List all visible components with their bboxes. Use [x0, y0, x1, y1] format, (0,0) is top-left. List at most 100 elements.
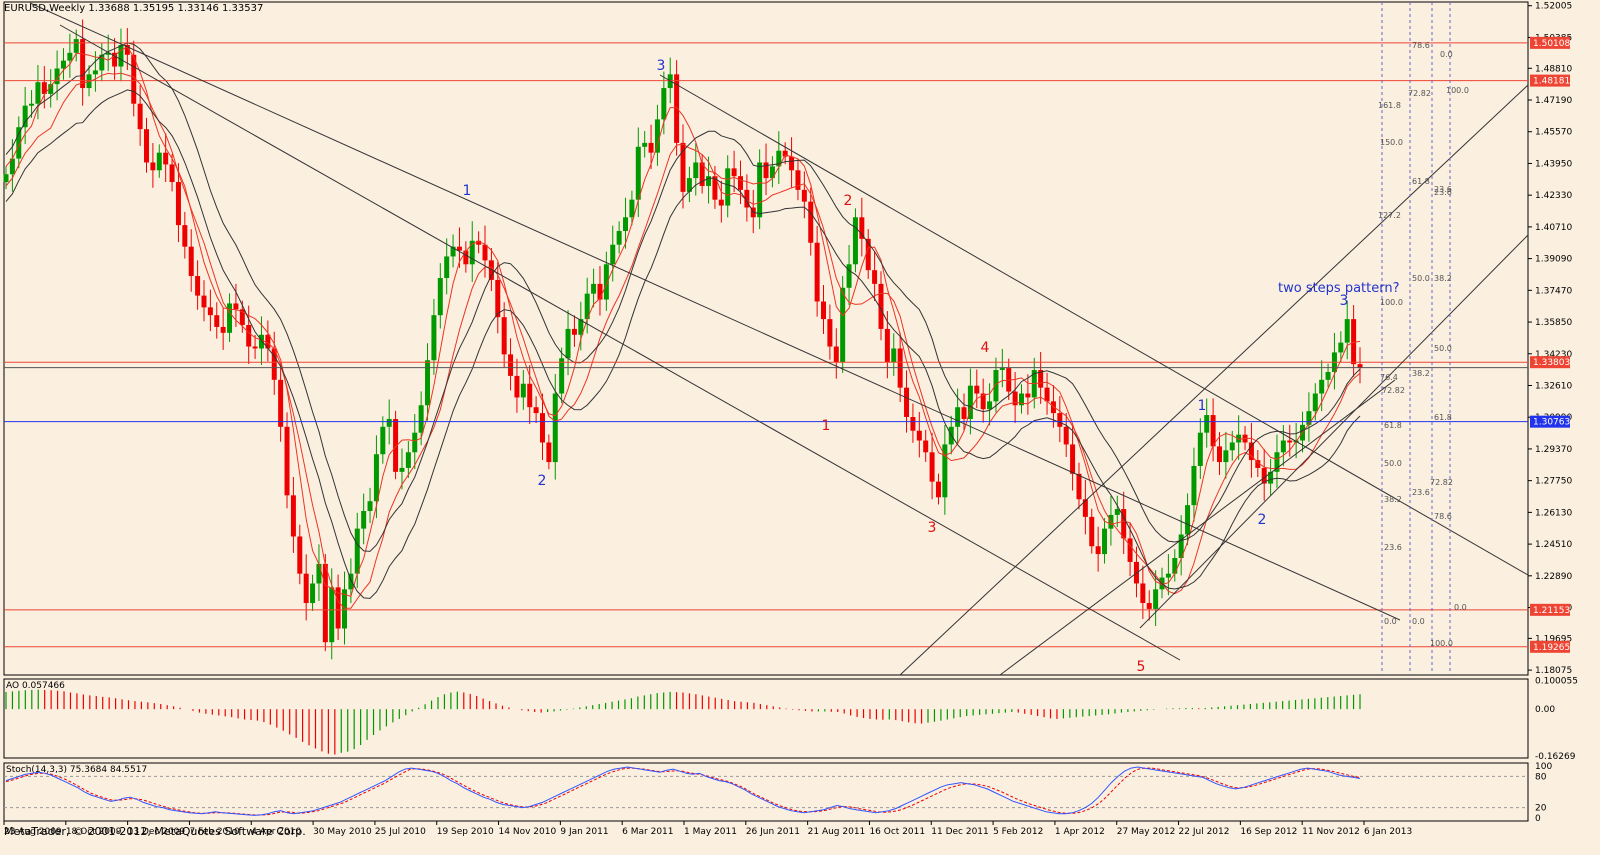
level-price-box	[1530, 356, 1570, 369]
ao-pane: AO 0.057466 0.100055 0.00 -0.16269	[3, 676, 1578, 762]
candle-bear	[680, 142, 686, 192]
fib-level-label: 0.0	[1412, 617, 1425, 626]
stoch-y-tick-label: 80	[1535, 772, 1547, 782]
candle-bull	[1197, 432, 1203, 466]
candle-bull	[520, 383, 526, 398]
candle-bull	[584, 293, 590, 320]
candle-bull	[955, 407, 961, 427]
candle-bull	[1102, 528, 1108, 555]
x-tick-label: 5 Feb 2012	[993, 827, 1043, 837]
candle-bull	[418, 405, 424, 433]
ao-pane-border	[3, 678, 1529, 759]
candle-bull	[316, 563, 322, 584]
wave-label: 3	[657, 58, 666, 74]
candle-bear	[827, 319, 833, 347]
fib-level-label: 161.8	[1378, 101, 1401, 110]
candle-bear	[456, 246, 462, 251]
candle-bear	[865, 238, 871, 271]
candle-bear	[463, 250, 469, 265]
trend-line	[899, 84, 1529, 676]
copyright-text: MetaTrader, © 2001-2012, MetaQuotes Soft…	[4, 825, 306, 838]
candle-bull	[1178, 534, 1184, 559]
candle-bear	[974, 385, 980, 394]
stoch-signal-line	[5, 767, 1361, 816]
wave-label: 3	[1340, 293, 1349, 309]
candle-bull	[1172, 558, 1178, 574]
candle-bear	[322, 563, 328, 643]
wave-label: 1	[822, 418, 831, 434]
candle-bear	[1025, 393, 1031, 398]
fib-level-label: 150.0	[1380, 138, 1403, 147]
candle-bear	[884, 328, 890, 363]
x-tick-label: 30 May 2010	[313, 827, 372, 837]
candle-bear	[271, 348, 277, 380]
ma-black-lower	[5, 89, 1361, 599]
candle-bull	[725, 168, 731, 206]
y-tick-label: 1.43950	[1535, 159, 1572, 169]
stoch-pane-border	[3, 762, 1529, 822]
y-tick-label: 1.29370	[1535, 445, 1572, 455]
candle-bull	[405, 452, 411, 468]
candle-bull	[693, 162, 699, 179]
wave-label: 2	[844, 193, 853, 209]
x-tick-label: 14 Nov 2010	[499, 827, 557, 837]
trend-line	[659, 74, 1529, 576]
candle-bear	[278, 379, 284, 427]
candle-bear	[195, 276, 201, 296]
candle-bull	[623, 217, 629, 232]
x-tick-label: 19 Sep 2010	[437, 827, 494, 837]
candle-bull	[852, 217, 858, 265]
x-tick-label: 7 Feb 2010	[189, 827, 240, 837]
candle-bear	[699, 162, 705, 186]
ma-red-upper	[5, 46, 1361, 598]
stoch-title: Stoch(14,3,3) 75.3684 84.5517	[6, 765, 147, 775]
candle-bull	[840, 287, 846, 363]
candle-bull	[9, 158, 15, 175]
candle-bull	[1344, 319, 1350, 343]
y-tick-label: 1.35850	[1535, 318, 1572, 328]
candle-bull	[310, 583, 316, 604]
candle-bear	[514, 375, 520, 398]
ma-black-upper	[5, 42, 1361, 552]
candle-bear	[1044, 387, 1050, 402]
candle-bear	[878, 283, 884, 329]
y-tick-label: 1.22890	[1535, 572, 1572, 582]
candle-bear	[1255, 460, 1261, 468]
fib-level-label: 61.8	[1384, 421, 1402, 430]
wave-label: 1	[463, 183, 472, 199]
candle-bear	[1038, 370, 1044, 388]
x-tick-label: 21 Aug 2011	[808, 827, 866, 837]
candle-bear	[201, 295, 207, 308]
x-tick-label: 6 Mar 2011	[622, 827, 673, 837]
level-price-label: 1.19265	[1533, 643, 1570, 653]
candle-bear	[527, 383, 533, 408]
candle-bear	[1248, 442, 1254, 461]
candle-bull	[603, 264, 609, 300]
candle-bear	[763, 162, 769, 179]
fib-level-label: 78.6	[1434, 512, 1452, 521]
candle-bull	[1019, 393, 1024, 406]
x-tick-label: 27 May 2012	[1117, 827, 1176, 837]
fib-level-label: 100.0	[1446, 86, 1469, 95]
level-price-label: 1.30763	[1533, 418, 1570, 428]
candle-bear	[718, 199, 724, 206]
wave-label: 4	[981, 340, 990, 356]
candle-bull	[450, 246, 456, 257]
x-tick-label: 1 May 2011	[684, 827, 737, 837]
fib-level-label: 23.6	[1434, 185, 1452, 194]
x-tick-label: 16 Oct 2011	[869, 827, 925, 837]
candle-bear	[1287, 440, 1293, 443]
fib-level-label: 50.0	[1384, 459, 1402, 468]
candle-bull	[227, 303, 233, 333]
candle-bear	[488, 260, 494, 280]
candle-bull	[1165, 573, 1171, 578]
candle-bear	[41, 82, 47, 94]
candle-bear	[539, 413, 545, 443]
level-price-box	[1530, 603, 1570, 616]
candle-bear	[1095, 546, 1101, 555]
candle-bear	[508, 354, 514, 376]
candle-bull	[776, 150, 782, 167]
candle-bear	[1070, 444, 1076, 474]
candle-bull	[591, 283, 597, 294]
